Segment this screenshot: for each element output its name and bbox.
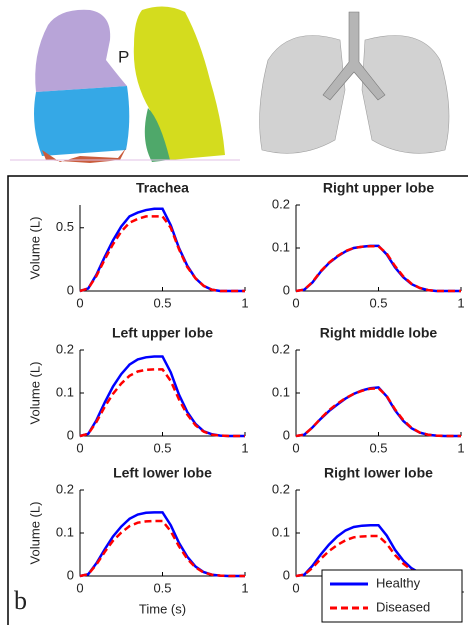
chart-title: Right lower lobe	[324, 465, 433, 481]
axes	[80, 350, 245, 436]
y-tick-label: 0	[283, 427, 290, 442]
x-tick-label: 0.5	[369, 440, 387, 455]
y-tick-label: 0	[67, 427, 74, 442]
y-axis-label: Volume (L)	[27, 502, 42, 565]
x-tick-label: 0	[292, 295, 299, 310]
y-axis-label: Volume (L)	[27, 362, 42, 425]
y-tick-label: 0.2	[272, 341, 290, 356]
series-line	[296, 387, 461, 436]
x-tick-label: 1	[241, 580, 248, 595]
lung-renderings: P	[10, 6, 449, 163]
series-line	[296, 388, 461, 436]
x-tick-label: 0	[76, 295, 83, 310]
y-tick-label: 0.2	[56, 481, 74, 496]
charts: Trachea Volume (L) 0 0.5 0 0.5 1 Right upper lo…	[27, 180, 464, 622]
series-line	[296, 246, 461, 291]
panel-label: b	[14, 586, 27, 615]
y-tick-label: 0	[283, 282, 290, 297]
page: P b Trachea Volume (L) 0 0.5 0 0.5 1 Right uppe…	[0, 0, 468, 625]
y-tick-label: 0.1	[272, 524, 290, 539]
x-tick-label: 0	[292, 440, 299, 455]
x-tick-label: 1	[457, 295, 464, 310]
x-tick-label: 0.5	[153, 440, 171, 455]
x-tick-label: 0.5	[153, 295, 171, 310]
chart-title: Right upper lobe	[323, 180, 434, 196]
y-tick-label: 0.1	[56, 524, 74, 539]
y-tick-label: 0.2	[272, 196, 290, 211]
x-tick-label: 0	[292, 580, 299, 595]
y-tick-label: 0.2	[56, 341, 74, 356]
image-label: P	[118, 47, 129, 66]
x-tick-label: 0.5	[153, 580, 171, 595]
chart-title: Left lower lobe	[113, 465, 212, 481]
x-tick-label: 1	[241, 440, 248, 455]
legend-label: Healthy	[376, 575, 421, 590]
chart-title: Trachea	[136, 180, 189, 196]
axes	[296, 490, 461, 576]
y-tick-label: 0.1	[272, 239, 290, 254]
y-tick-label: 0.1	[272, 384, 290, 399]
x-tick-label: 0	[76, 440, 83, 455]
lung-lobe-purple	[35, 10, 127, 92]
series-line	[80, 216, 245, 291]
y-tick-label: 0.2	[272, 481, 290, 496]
axes	[80, 490, 245, 576]
y-tick-label: 0	[283, 567, 290, 582]
series-line	[80, 512, 245, 576]
y-tick-label: 0.5	[56, 219, 74, 234]
figure: P b Trachea Volume (L) 0 0.5 0 0.5 1 Right uppe…	[0, 0, 468, 625]
chart-title: Left upper lobe	[112, 325, 213, 341]
lung-lobe-blue	[34, 86, 129, 156]
chart-title: Right middle lobe	[320, 325, 438, 341]
y-axis-label: Volume (L)	[27, 217, 42, 280]
x-axis-label: Time (s)	[139, 601, 186, 616]
y-tick-label: 0.1	[56, 384, 74, 399]
y-tick-label: 0	[67, 567, 74, 582]
y-tick-label: 0	[67, 282, 74, 297]
series-line	[80, 209, 245, 291]
series-line	[296, 525, 461, 576]
legend-label: Diseased	[376, 599, 430, 614]
axes	[296, 350, 461, 436]
x-tick-label: 0.5	[369, 295, 387, 310]
x-tick-label: 1	[457, 440, 464, 455]
x-tick-label: 1	[241, 295, 248, 310]
x-tick-label: 0	[76, 580, 83, 595]
series-line	[296, 246, 461, 291]
axes	[296, 205, 461, 291]
